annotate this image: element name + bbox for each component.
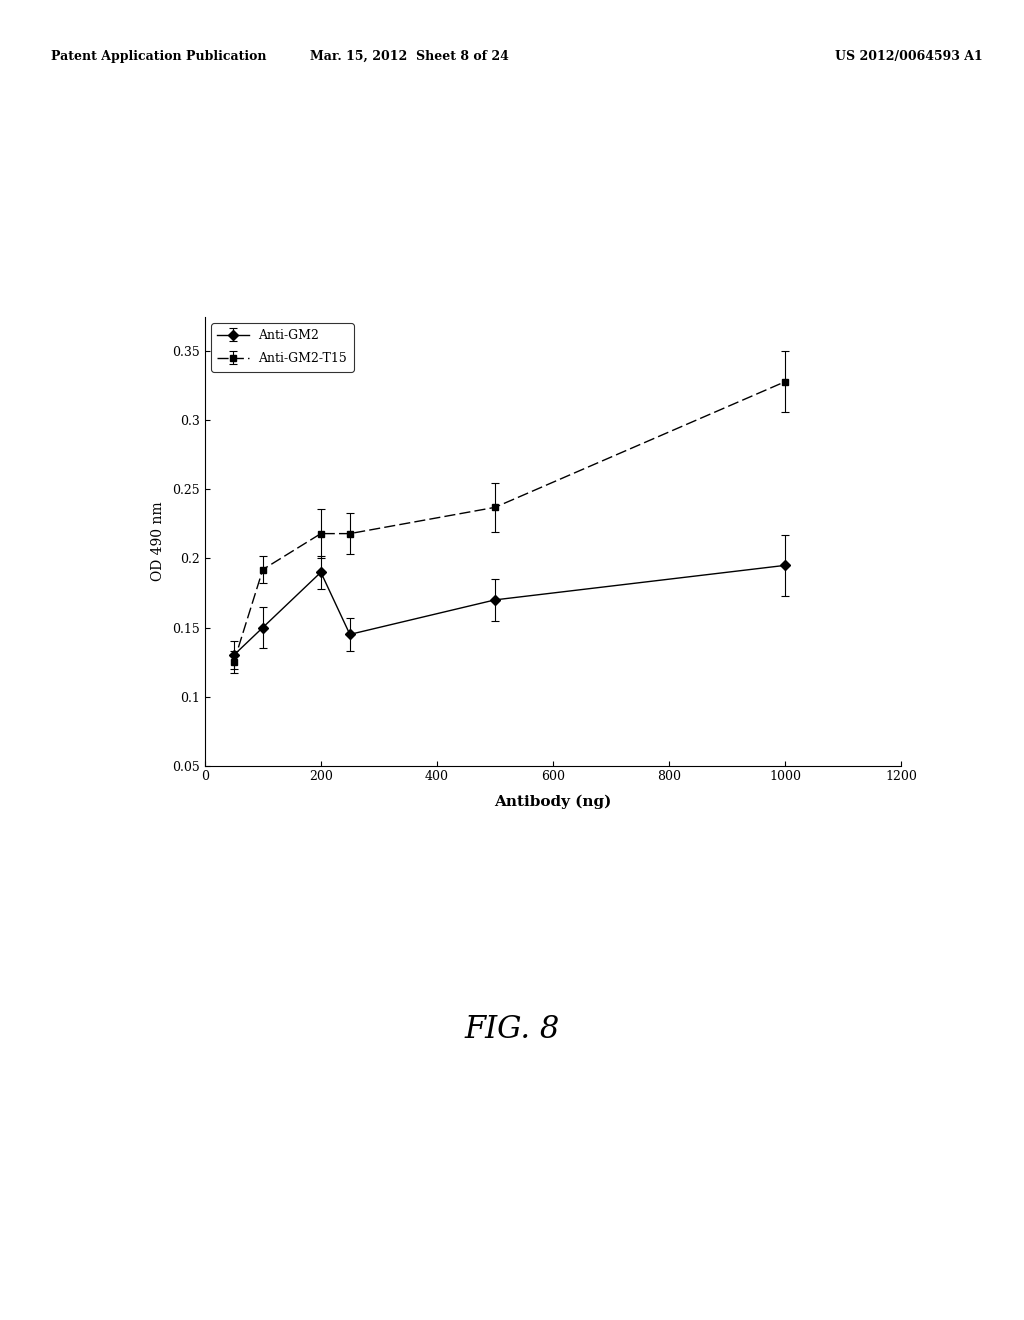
- Text: Mar. 15, 2012  Sheet 8 of 24: Mar. 15, 2012 Sheet 8 of 24: [310, 50, 509, 63]
- X-axis label: Antibody (ng): Antibody (ng): [495, 795, 611, 809]
- Legend: Anti-GM2, Anti-GM2-T15: Anti-GM2, Anti-GM2-T15: [211, 323, 353, 371]
- Y-axis label: OD 490 nm: OD 490 nm: [152, 502, 165, 581]
- Text: Patent Application Publication: Patent Application Publication: [51, 50, 266, 63]
- Text: US 2012/0064593 A1: US 2012/0064593 A1: [836, 50, 983, 63]
- Text: FIG. 8: FIG. 8: [464, 1014, 560, 1045]
